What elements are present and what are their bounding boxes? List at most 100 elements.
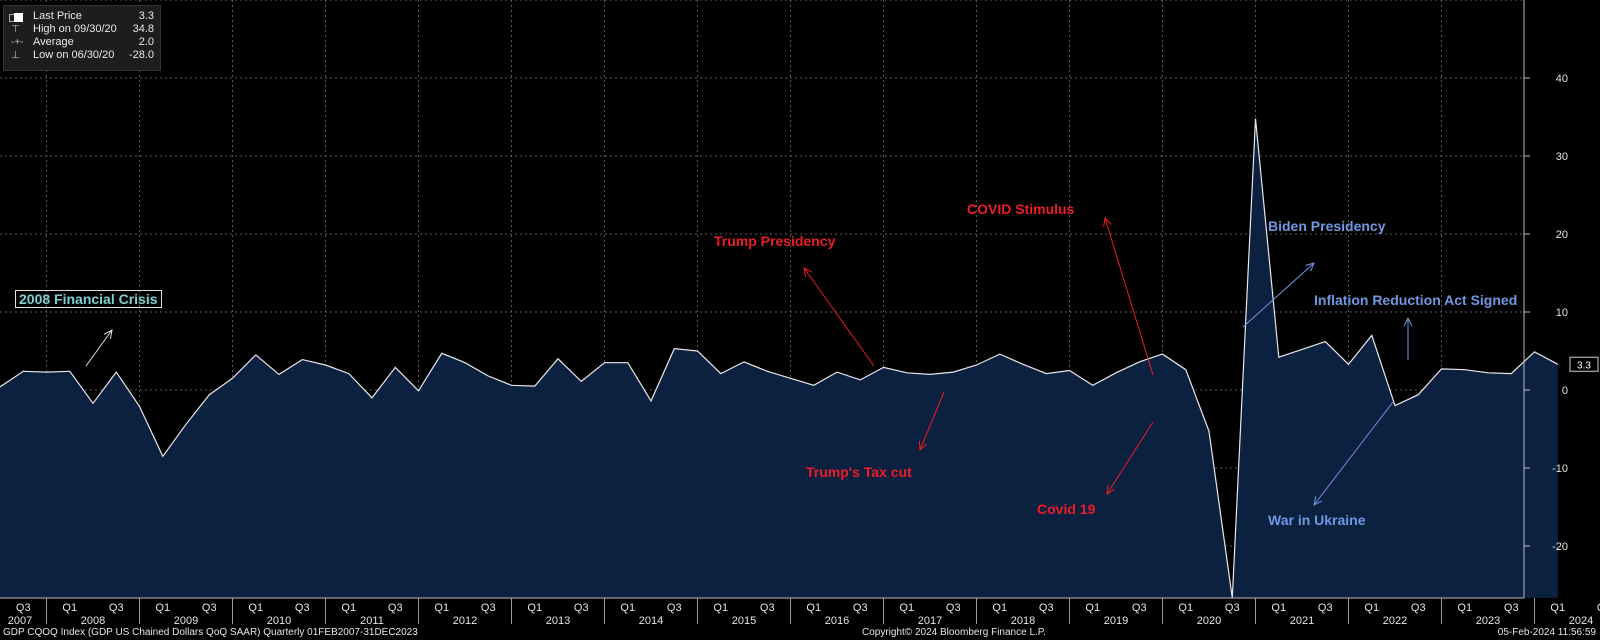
annotation-arrowhead bbox=[1313, 496, 1323, 506]
x-year-label: 2010 bbox=[267, 615, 291, 627]
x-quarter-label: Q3 bbox=[1597, 602, 1600, 614]
x-quarter-label: Q1 bbox=[1457, 602, 1472, 614]
annotation-arrow bbox=[919, 391, 945, 451]
x-quarter-label: Q1 bbox=[806, 602, 821, 614]
last-price-square-icon bbox=[14, 13, 23, 22]
x-year-label: 2016 bbox=[825, 615, 849, 627]
x-year-label: 2023 bbox=[1476, 615, 1500, 627]
average-marker-icon: -+- bbox=[11, 37, 24, 48]
legend-value: 34.8 bbox=[132, 23, 154, 35]
annotation-arrowhead bbox=[1403, 316, 1413, 327]
legend-value: -28.0 bbox=[128, 49, 154, 61]
x-year-label: 2018 bbox=[1011, 615, 1035, 627]
legend: Last Price 3.3 ⊤ High on 09/30/20 34.8 -… bbox=[3, 5, 161, 71]
x-year-label: 2007 bbox=[8, 615, 32, 627]
legend-value: 3.3 bbox=[138, 10, 154, 22]
gdp-line bbox=[0, 118, 1559, 599]
x-year-label: 2011 bbox=[360, 615, 384, 627]
annotation-financial-crisis: 2008 Financial Crisis bbox=[15, 290, 162, 308]
gdp-area-fill bbox=[0, 118, 1558, 598]
x-quarter-label: Q1 bbox=[1364, 602, 1379, 614]
x-quarter-label: Q1 bbox=[341, 602, 356, 614]
last-price-tag-label: 3.3 bbox=[1577, 360, 1591, 371]
annotation-arrowhead bbox=[918, 440, 928, 452]
y-tick-label: 0 bbox=[1562, 385, 1568, 397]
x-quarter-label: Q1 bbox=[1085, 602, 1100, 614]
y-tick-label: 40 bbox=[1556, 73, 1568, 85]
x-quarter-label: Q3 bbox=[1504, 602, 1519, 614]
x-quarter-label: Q3 bbox=[946, 602, 961, 614]
legend-value: 2.0 bbox=[138, 36, 154, 48]
x-quarter-label: Q3 bbox=[388, 602, 403, 614]
x-quarter-label: Q3 bbox=[574, 602, 589, 614]
annotation-trump-presidency: Trump Presidency bbox=[714, 233, 836, 249]
annotation-arrow bbox=[1242, 262, 1315, 328]
x-quarter-label: Q3 bbox=[202, 602, 217, 614]
x-quarter-label: Q3 bbox=[295, 602, 310, 614]
y-tick-label: 20 bbox=[1556, 229, 1568, 241]
x-quarter-label: Q3 bbox=[1132, 602, 1147, 614]
x-quarter-label: Q1 bbox=[434, 602, 449, 614]
y-tick-label: -20 bbox=[1552, 541, 1568, 553]
x-quarter-label: Q1 bbox=[992, 602, 1007, 614]
footer-ticker-description: GDP CQOQ Index (GDP US Chained Dollars Q… bbox=[3, 627, 418, 638]
y-tick-label: 30 bbox=[1556, 151, 1568, 163]
x-quarter-label: Q3 bbox=[760, 602, 775, 614]
footer-copyright: Copyright© 2024 Bloomberg Finance L.P. bbox=[862, 627, 1046, 638]
x-quarter-label: Q1 bbox=[1178, 602, 1193, 614]
x-quarter-label: Q1 bbox=[1550, 602, 1565, 614]
x-year-label: 2024 bbox=[1569, 615, 1593, 627]
x-quarter-label: Q3 bbox=[109, 602, 124, 614]
annotation-arrow bbox=[1313, 401, 1394, 506]
x-year-label: 2019 bbox=[1104, 615, 1128, 627]
x-year-label: 2012 bbox=[453, 615, 477, 627]
x-quarter-label: Q1 bbox=[620, 602, 635, 614]
annotation-trump-tax-cut: Trump's Tax cut bbox=[806, 464, 912, 480]
annotation-arrow bbox=[803, 267, 875, 367]
annotation-arrow bbox=[1104, 217, 1154, 376]
legend-row-average: -+- Average 2.0 bbox=[4, 36, 160, 49]
annotation-arrowhead bbox=[1106, 485, 1115, 495]
x-quarter-label: Q1 bbox=[1271, 602, 1286, 614]
x-year-label: 2022 bbox=[1383, 615, 1407, 627]
annotation-arrowhead bbox=[1103, 216, 1112, 227]
x-year-label: 2015 bbox=[732, 615, 756, 627]
annotation-war-in-ukraine: War in Ukraine bbox=[1268, 512, 1366, 528]
x-quarter-label: Q1 bbox=[899, 602, 914, 614]
annotation-arrowhead bbox=[1305, 262, 1315, 272]
legend-row-low: ⊥ Low on 06/30/20 -28.0 bbox=[4, 49, 160, 62]
x-year-label: 2009 bbox=[174, 615, 198, 627]
x-quarter-label: Q3 bbox=[1411, 602, 1426, 614]
x-quarter-label: Q3 bbox=[1318, 602, 1333, 614]
footer-timestamp: 05-Feb-2024 11:56:59 bbox=[1497, 627, 1596, 638]
x-quarter-label: Q1 bbox=[155, 602, 170, 614]
annotation-arrow bbox=[1106, 421, 1154, 495]
x-quarter-label: Q3 bbox=[16, 602, 31, 614]
legend-row-last-price: Last Price 3.3 bbox=[4, 10, 160, 23]
legend-label: High on 09/30/20 bbox=[33, 23, 117, 35]
annotation-covid-19: Covid 19 bbox=[1037, 501, 1096, 517]
annotation-covid-stimulus: COVID Stimulus bbox=[967, 201, 1075, 217]
annotation-biden-presidency: Biden Presidency bbox=[1268, 218, 1386, 234]
x-year-label: 2020 bbox=[1197, 615, 1221, 627]
x-year-label: 2021 bbox=[1290, 615, 1314, 627]
legend-label: Last Price bbox=[33, 10, 82, 22]
x-quarter-label: Q3 bbox=[667, 602, 682, 614]
x-quarter-label: Q3 bbox=[853, 602, 868, 614]
x-quarter-label: Q3 bbox=[481, 602, 496, 614]
low-marker-icon: ⊥ bbox=[11, 50, 20, 61]
x-quarter-label: Q3 bbox=[1225, 602, 1240, 614]
legend-label: Average bbox=[33, 36, 74, 48]
x-quarter-label: Q3 bbox=[1039, 602, 1054, 614]
legend-row-high: ⊤ High on 09/30/20 34.8 bbox=[4, 23, 160, 36]
x-year-label: 2017 bbox=[918, 615, 942, 627]
x-quarter-label: Q1 bbox=[713, 602, 728, 614]
x-year-label: 2014 bbox=[639, 615, 663, 627]
y-tick-label: -10 bbox=[1552, 463, 1568, 475]
high-marker-icon: ⊤ bbox=[11, 24, 20, 35]
y-tick-label: 10 bbox=[1556, 307, 1568, 319]
x-year-label: 2013 bbox=[546, 615, 570, 627]
last-price-tag: 3.3 bbox=[1569, 356, 1599, 372]
x-year-label: 2008 bbox=[81, 615, 105, 627]
